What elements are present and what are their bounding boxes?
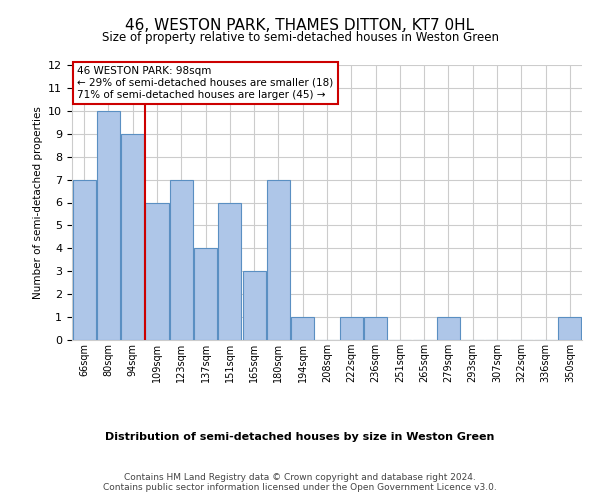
Bar	[242, 271, 266, 340]
Bar	[437, 317, 460, 340]
Bar	[145, 202, 169, 340]
Bar	[267, 180, 290, 340]
Bar	[73, 180, 95, 340]
Bar	[218, 202, 241, 340]
Text: Contains HM Land Registry data © Crown copyright and database right 2024.: Contains HM Land Registry data © Crown c…	[124, 472, 476, 482]
Bar	[194, 248, 217, 340]
Text: Contains public sector information licensed under the Open Government Licence v3: Contains public sector information licen…	[103, 484, 497, 492]
Text: 46, WESTON PARK, THAMES DITTON, KT7 0HL: 46, WESTON PARK, THAMES DITTON, KT7 0HL	[125, 18, 475, 32]
Bar	[559, 317, 581, 340]
Text: Size of property relative to semi-detached houses in Weston Green: Size of property relative to semi-detach…	[101, 31, 499, 44]
Text: 46 WESTON PARK: 98sqm
← 29% of semi-detached houses are smaller (18)
71% of semi: 46 WESTON PARK: 98sqm ← 29% of semi-deta…	[77, 66, 334, 100]
Bar	[97, 111, 120, 340]
Bar	[340, 317, 363, 340]
Bar	[170, 180, 193, 340]
Text: Distribution of semi-detached houses by size in Weston Green: Distribution of semi-detached houses by …	[106, 432, 494, 442]
Y-axis label: Number of semi-detached properties: Number of semi-detached properties	[32, 106, 43, 299]
Bar	[364, 317, 387, 340]
Bar	[291, 317, 314, 340]
Bar	[121, 134, 144, 340]
